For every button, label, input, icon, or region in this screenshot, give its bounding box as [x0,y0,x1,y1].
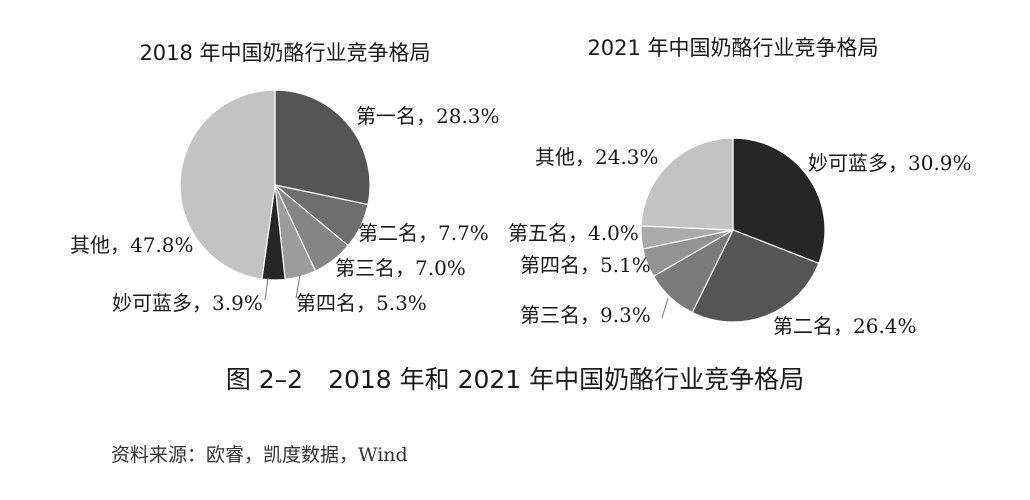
slice-label-第三名: 第三名，7.0% [335,256,466,280]
leader-line [295,274,301,299]
pie-slice-妙可蓝多 [732,137,826,265]
slice-label-第四名: 第四名，5.3% [296,291,427,315]
slice-label-妙可蓝多: 妙可蓝多，3.9% [112,291,263,315]
slice-label-其他: 其他，47.8% [70,233,194,257]
figure-caption: 图 2–2 2018 年和 2021 年中国奶酪行业竞争格局 [225,365,805,394]
slice-label-第五名: 第五名，4.0% [508,221,639,245]
slice-label-第二名: 第二名，7.7% [358,221,489,245]
pie-slice-其他 [179,89,276,280]
pie-slice-其他 [640,137,734,231]
source-note: 资料来源：欧睿，凯度数据，Wind [111,444,408,466]
slice-label-妙可蓝多: 妙可蓝多，30.9% [808,151,972,175]
leader-line [264,277,269,301]
slice-label-第三名: 第三名，9.3% [520,303,651,327]
slice-label-其他: 其他，24.3% [535,145,659,169]
slice-label-第一名: 第一名，28.3% [356,104,500,128]
slice-label-第四名: 第四名，5.1% [520,253,651,277]
slice-label-第二名: 第二名，26.4% [773,314,917,338]
chart-title: 2021 年中国奶酪行业竞争格局 [587,36,878,60]
pie-slice-第二名 [691,229,820,323]
leader-line [661,297,669,319]
pie-slice-第一名 [274,89,371,206]
chart-title: 2018 年中国奶酪行业竞争格局 [139,41,430,65]
